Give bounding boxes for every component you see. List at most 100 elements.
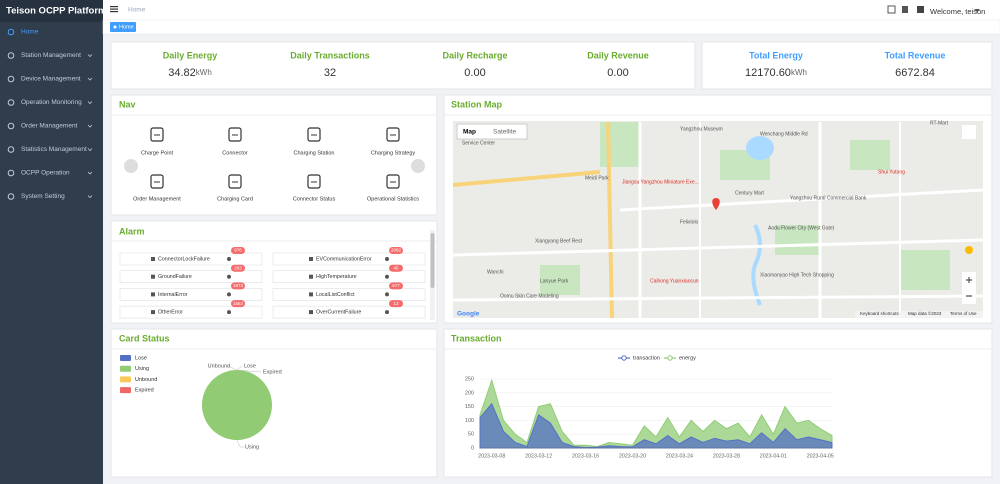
legend-label[interactable]: Expired xyxy=(135,388,154,394)
alarm-item[interactable]: OtherError 1562 xyxy=(119,300,263,319)
legend-item[interactable]: energy xyxy=(664,355,696,361)
legend-swatch[interactable] xyxy=(120,376,131,383)
alarm-list: ConnectorLockFailure 876 EVCommunicationEr… xyxy=(119,247,426,319)
alarm-badge xyxy=(231,247,245,254)
pie-leader xyxy=(227,365,238,371)
map-fullscreen[interactable] xyxy=(962,125,976,139)
map-place[interactable]: RT-Mart xyxy=(930,120,949,126)
x-tick-label: 2023-03-16 xyxy=(572,453,599,459)
x-tick-label: 2023-03-08 xyxy=(478,453,505,459)
nav-item[interactable]: Charging Card xyxy=(217,174,253,202)
alarm-name: OtherError xyxy=(158,310,183,316)
nav-item[interactable]: Order Management xyxy=(133,174,181,202)
stat-number: 0.00 xyxy=(607,67,628,79)
map-place[interactable]: Oomu Skin Care Modeling xyxy=(500,293,559,299)
alarm-badge xyxy=(389,247,403,254)
fullscreen-icon[interactable] xyxy=(887,5,896,14)
map-place[interactable]: Xiangyang Beef Rest xyxy=(535,238,583,244)
map-place[interactable]: Yangzhou Rural Commercial Bank xyxy=(790,195,867,201)
menu-item[interactable]: System Setting xyxy=(7,193,93,200)
menu-icon xyxy=(7,75,15,83)
legend-item[interactable]: transaction xyxy=(618,355,660,361)
legend-swatch[interactable] xyxy=(120,365,131,372)
active-tab[interactable] xyxy=(110,22,136,32)
pie-label: Using xyxy=(245,444,259,450)
menu-icon xyxy=(7,146,15,153)
map-place[interactable]: Meidi Park xyxy=(585,175,609,181)
map-place[interactable]: Felixlolo xyxy=(680,219,699,225)
map-footer[interactable]: Terms of Use xyxy=(950,311,977,316)
legend-swatch[interactable] xyxy=(120,355,131,361)
menu-item[interactable]: Statistics Management xyxy=(7,146,93,153)
map-button[interactable]: Map xyxy=(463,129,476,136)
alarm-item[interactable]: LocalListConflict 677 xyxy=(272,282,426,301)
nav-icon xyxy=(228,174,242,189)
legend-label[interactable]: Lose xyxy=(135,355,147,361)
map-place[interactable]: Service Center xyxy=(462,140,495,146)
scrollbar-thumb[interactable] xyxy=(430,233,435,288)
y-tick-label: 150 xyxy=(465,404,474,410)
nav-icon xyxy=(228,127,242,142)
tab-label[interactable]: Home xyxy=(119,24,134,30)
map-place[interactable]: Wenchang Middle Rd xyxy=(760,131,808,137)
alarm-item[interactable]: ConnectorLockFailure 876 xyxy=(119,247,263,266)
map-place[interactable]: Jiangsu Yangzhou Miniature Exe... xyxy=(622,179,699,185)
alarm-item[interactable]: HighTemperature 45 xyxy=(272,264,426,284)
legend-label[interactable]: Using xyxy=(135,366,149,372)
menu-item[interactable]: Station Management xyxy=(7,52,93,59)
stat-label: Total Energy xyxy=(749,50,803,60)
map-place[interactable]: Century Mart xyxy=(735,190,765,196)
alarm-item[interactable]: OverCurrentFailure 13 xyxy=(272,300,426,319)
nav-item[interactable]: Charging Station xyxy=(294,127,335,156)
map-button[interactable]: Satellite xyxy=(493,129,517,136)
alarm-item[interactable]: GroundFailure 263 xyxy=(119,264,263,284)
map-place[interactable]: Yangzhou Museum xyxy=(680,126,723,132)
pegman[interactable] xyxy=(965,246,973,254)
card-status-panel xyxy=(110,328,438,478)
menu-item[interactable]: Operation Monitoring xyxy=(7,99,93,106)
menu-item[interactable]: Order Management xyxy=(7,122,93,130)
avatar[interactable] xyxy=(917,6,924,13)
info-icon xyxy=(227,310,231,315)
alarm-icon xyxy=(151,257,155,261)
legend-label[interactable]: Unbound xyxy=(135,377,157,383)
alarm-item[interactable]: EVCommunicationError 2082 xyxy=(272,247,426,266)
map-place[interactable]: Xiaomanyao High Tech Shopping xyxy=(760,272,834,278)
menu-label: Station Management xyxy=(21,52,81,59)
nav-label: Charging Card xyxy=(217,196,253,202)
carousel-prev[interactable] xyxy=(124,159,138,173)
dropdown-caret[interactable] xyxy=(974,9,980,12)
menu-item[interactable]: Home xyxy=(7,28,39,36)
alarm-badge xyxy=(231,300,245,308)
map-place[interactable]: Lanyue Park xyxy=(540,278,569,284)
map-place[interactable]: Shui Yutang xyxy=(878,169,905,175)
nav-item[interactable]: Connector Status xyxy=(293,174,336,202)
menu-item[interactable]: OCPP Operation xyxy=(7,169,93,177)
nav-item[interactable]: Operational Statistics xyxy=(367,174,419,202)
x-tick-label: 2023-04-05 xyxy=(807,453,834,459)
size-icon[interactable] xyxy=(902,6,908,13)
map-place[interactable]: Caihong Yuanxiaocun xyxy=(650,278,699,284)
nav-item[interactable]: Charge Point xyxy=(141,127,174,156)
menu-toggle[interactable] xyxy=(110,6,118,13)
stat-label: Daily Energy xyxy=(163,50,218,60)
legend-label: energy xyxy=(679,355,696,361)
menu-item[interactable]: Device Management xyxy=(7,75,93,83)
map-type-control[interactable] xyxy=(456,123,528,140)
map[interactable] xyxy=(452,121,984,319)
map-place[interactable]: Wanchi xyxy=(487,269,504,275)
legend-swatch[interactable] xyxy=(120,387,131,394)
zoom-control[interactable] xyxy=(962,272,976,304)
carousel-next[interactable] xyxy=(411,159,425,173)
map-footer[interactable]: Map data ©2023 xyxy=(908,310,942,316)
nav-item[interactable]: Connector xyxy=(222,127,248,156)
menu-chevron xyxy=(87,77,93,81)
nav-item[interactable]: Charging Strategy xyxy=(371,127,416,156)
map-place[interactable]: Aodu Flower City (West Gate) xyxy=(768,225,835,231)
alarm-count: 45 xyxy=(393,265,399,270)
alarm-box xyxy=(119,305,263,319)
stat-value: 34.82kWh xyxy=(168,67,212,79)
map-marker[interactable] xyxy=(712,198,720,210)
legend-label: transaction xyxy=(633,355,660,361)
alarm-item[interactable]: InternalError 1873 xyxy=(119,282,263,301)
